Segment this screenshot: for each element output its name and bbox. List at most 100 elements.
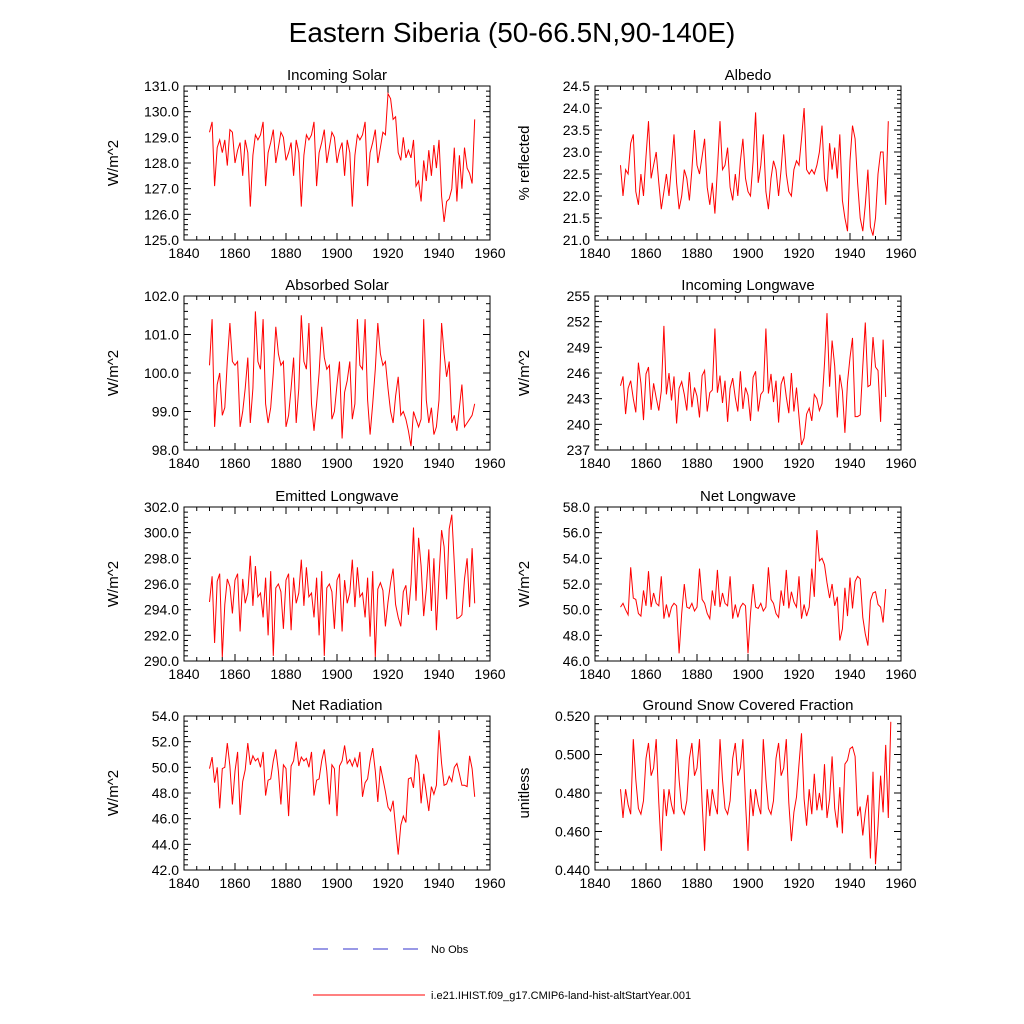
x-tick-label: 1860 bbox=[219, 245, 250, 261]
x-tick-label: 1880 bbox=[270, 455, 301, 471]
y-tick-label: 125.0 bbox=[144, 232, 179, 248]
x-tick-label: 1920 bbox=[372, 455, 403, 471]
y-tick-label: 298.0 bbox=[144, 550, 179, 566]
series-line bbox=[209, 91, 476, 223]
y-tick-label: 237 bbox=[567, 442, 591, 458]
y-tick-label: 48.0 bbox=[152, 785, 179, 801]
panel-title: Emitted Longwave bbox=[275, 488, 398, 505]
panel-incoming-solar: Incoming Solar W/m^2 1840 1860 1880 1900 1920 1… bbox=[105, 67, 506, 261]
x-tick-label: 1960 bbox=[885, 666, 916, 682]
x-tick-label: 1960 bbox=[474, 875, 505, 891]
x-tick-label: 1900 bbox=[321, 245, 352, 261]
panel-emitted-longwave: Emitted Longwave W/m^2 1840 1860 1880 1900 192… bbox=[105, 488, 506, 682]
x-tick-label: 1840 bbox=[579, 455, 610, 471]
x-tick-label: 1960 bbox=[885, 245, 916, 261]
y-tick-label: 129.0 bbox=[144, 129, 179, 145]
x-tick-label: 1920 bbox=[783, 245, 814, 261]
y-tick-label: 54.0 bbox=[563, 550, 590, 566]
y-tick-label: 42.0 bbox=[152, 862, 179, 878]
x-tick-label: 1960 bbox=[474, 455, 505, 471]
x-tick-label: 1920 bbox=[372, 245, 403, 261]
panel-title: Incoming Longwave bbox=[681, 277, 814, 294]
x-tick-label: 1960 bbox=[885, 875, 916, 891]
series-line bbox=[209, 514, 476, 658]
y-axis-label: % reflected bbox=[516, 125, 533, 200]
x-tick-label: 1840 bbox=[168, 875, 199, 891]
y-tick-label: 252 bbox=[567, 314, 591, 330]
y-tick-label: 52.0 bbox=[563, 576, 590, 592]
x-tick-label: 1920 bbox=[783, 875, 814, 891]
x-tick-label: 1900 bbox=[321, 666, 352, 682]
x-tick-label: 1940 bbox=[423, 245, 454, 261]
x-tick-label: 1920 bbox=[783, 455, 814, 471]
y-tick-label: 246 bbox=[567, 365, 591, 381]
panel-grid: Incoming Solar W/m^2 1840 1860 1880 1900 1920 1… bbox=[105, 67, 917, 891]
y-tick-label: 290.0 bbox=[144, 653, 179, 669]
panel-title: Absorbed Solar bbox=[285, 277, 388, 294]
y-tick-label: 21.5 bbox=[563, 210, 590, 226]
x-tick-label: 1840 bbox=[579, 245, 610, 261]
y-tick-label: 0.440 bbox=[555, 862, 590, 878]
x-tick-label: 1880 bbox=[681, 245, 712, 261]
series-line bbox=[620, 313, 887, 446]
x-tick-label: 1840 bbox=[168, 245, 199, 261]
x-tick-label: 1940 bbox=[834, 245, 865, 261]
y-tick-label: 243 bbox=[567, 391, 591, 407]
panel-title: Net Radiation bbox=[292, 697, 383, 714]
x-tick-label: 1880 bbox=[681, 455, 712, 471]
figure-title: Eastern Siberia (50-66.5N,90-140E) bbox=[289, 17, 736, 48]
panel-title: Incoming Solar bbox=[287, 67, 387, 84]
panel-net-longwave: Net Longwave W/m^2 1840 1860 1880 1900 1920 194… bbox=[516, 488, 917, 682]
y-axis-label: W/m^2 bbox=[516, 350, 533, 396]
y-tick-label: 44.0 bbox=[152, 836, 179, 852]
series-line bbox=[620, 107, 889, 236]
y-axis-label: unitless bbox=[516, 768, 533, 819]
y-axis-label: W/m^2 bbox=[105, 140, 122, 186]
y-tick-label: 99.0 bbox=[152, 404, 179, 420]
series-line bbox=[620, 530, 887, 654]
y-tick-label: 131.0 bbox=[144, 78, 179, 94]
y-tick-label: 302.0 bbox=[144, 499, 179, 515]
y-tick-label: 0.480 bbox=[555, 785, 590, 801]
x-tick-label: 1840 bbox=[579, 875, 610, 891]
panel-title: Ground Snow Covered Fraction bbox=[643, 697, 854, 714]
x-tick-label: 1860 bbox=[630, 245, 661, 261]
y-tick-label: 292.0 bbox=[144, 627, 179, 643]
y-tick-label: 240 bbox=[567, 416, 591, 432]
x-tick-label: 1860 bbox=[219, 875, 250, 891]
panel-incoming-longwave: Incoming Longwave W/m^2 1840 1860 1880 1900 19… bbox=[516, 277, 917, 471]
y-tick-label: 130.0 bbox=[144, 104, 179, 120]
x-tick-label: 1880 bbox=[270, 875, 301, 891]
x-tick-label: 1880 bbox=[681, 666, 712, 682]
y-tick-label: 24.5 bbox=[563, 78, 590, 94]
y-tick-label: 127.0 bbox=[144, 181, 179, 197]
y-tick-label: 56.0 bbox=[563, 525, 590, 541]
x-tick-label: 1960 bbox=[474, 245, 505, 261]
panel-net-radiation: Net Radiation W/m^2 1840 1860 1880 1900 1920 19… bbox=[105, 697, 506, 891]
x-tick-label: 1840 bbox=[579, 666, 610, 682]
y-tick-label: 46.0 bbox=[563, 653, 590, 669]
y-tick-label: 50.0 bbox=[152, 759, 179, 775]
y-tick-label: 23.5 bbox=[563, 122, 590, 138]
y-tick-label: 296.0 bbox=[144, 576, 179, 592]
y-tick-label: 294.0 bbox=[144, 602, 179, 618]
y-tick-label: 98.0 bbox=[152, 442, 179, 458]
y-tick-label: 128.0 bbox=[144, 155, 179, 171]
x-tick-label: 1960 bbox=[885, 455, 916, 471]
y-tick-label: 0.500 bbox=[555, 747, 590, 763]
x-tick-label: 1900 bbox=[732, 666, 763, 682]
y-tick-label: 21.0 bbox=[563, 232, 590, 248]
panel-albedo: Albedo % reflected 1840 1860 1880 1900 1920 194… bbox=[516, 67, 917, 261]
x-tick-label: 1940 bbox=[834, 455, 865, 471]
legend-model-label: i.e21.IHIST.f09_g17.CMIP6-land-hist-altS… bbox=[431, 990, 691, 1002]
panel-title: Net Longwave bbox=[700, 488, 796, 505]
x-tick-label: 1900 bbox=[321, 875, 352, 891]
y-tick-label: 22.0 bbox=[563, 188, 590, 204]
y-axis-label: W/m^2 bbox=[105, 350, 122, 396]
x-tick-label: 1960 bbox=[474, 666, 505, 682]
y-tick-label: 0.520 bbox=[555, 708, 590, 724]
x-tick-label: 1860 bbox=[630, 455, 661, 471]
legend-obs-label: No Obs bbox=[431, 944, 469, 956]
x-tick-label: 1860 bbox=[219, 455, 250, 471]
